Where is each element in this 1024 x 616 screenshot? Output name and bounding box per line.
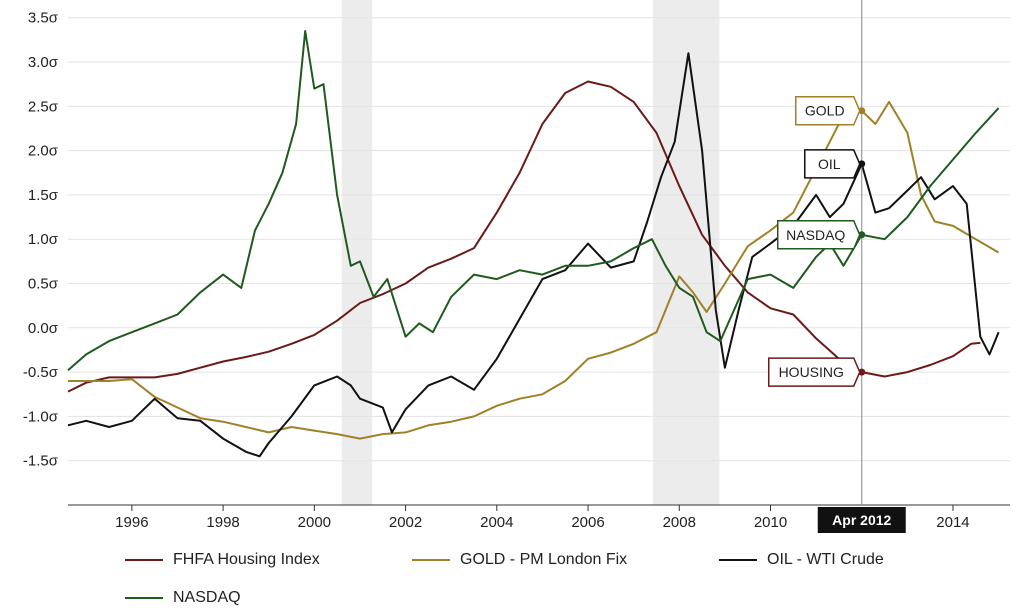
series-lines [67,30,1000,458]
x-tick-label: 1998 [206,514,239,531]
series-line-oil [67,52,1000,458]
callout-housing: HOUSING [767,357,861,387]
legend-label-nasdaq: NASDAQ [173,589,241,606]
legend-swatch-housing [125,559,163,561]
recession-bands [341,0,720,505]
x-tick-label: 2006 [571,514,604,531]
legend-label-gold: GOLD - PM London Fix [460,551,628,568]
callout-label: NASDAQ [786,227,845,243]
callout-box [767,357,861,387]
x-tick-label: 2010 [754,514,787,531]
y-tick-label: -1.0σ [23,408,59,425]
legend-item-housing[interactable]: FHFA Housing Index [125,551,320,569]
callout-box [803,149,861,179]
callout-nasdaq: NASDAQ [776,220,861,250]
callout-label: OIL [818,156,841,172]
legend-label-oil: OIL - WTI Crude [767,551,884,568]
series-line-gold [68,100,1000,440]
y-tick-label: 0.0σ [28,320,59,337]
x-axis-ticks: 1996 1998 2000 2002 2004 2006 2008 2010 2014 [115,505,970,531]
callout-dot-oil [858,160,866,168]
y-tick-label: 1.0σ [28,231,59,248]
x-tick-label: 1996 [115,514,148,531]
y-tick-label: 2.0σ [28,143,59,160]
callout-oil: OIL [803,149,861,179]
legend-label-housing: FHFA Housing Index [173,551,320,568]
callout-dot-gold [858,107,866,115]
legend-swatch-nasdaq [125,597,163,599]
y-tick-label: 2.5σ [28,98,59,115]
callout-label: GOLD [805,103,845,119]
x-tick-label: 2008 [663,514,696,531]
y-tick-label: 3.5σ [28,10,59,27]
legend-swatch-gold [412,559,450,561]
x-tick-label: 2004 [480,514,513,531]
legend-item-gold[interactable]: GOLD - PM London Fix [412,551,627,569]
crosshair-date-badge [817,507,906,533]
crosshair-date-label: Apr 2012 [832,512,891,528]
callout-dot-nasdaq [858,231,866,239]
y-axis-ticks: -1.5σ -1.0σ -0.5σ 0.0σ 0.5σ 1.0σ 1.5σ 2.0σ 2.5σ 3… [23,10,59,470]
x-tick-label: 2002 [389,514,422,531]
line-chart: 1996 1998 2000 2002 2004 2006 2008 2010 2014 -1.… [23,0,1010,533]
x-tick-label: 2000 [298,514,331,531]
legend-item-oil[interactable]: OIL - WTI Crude [719,551,884,569]
y-tick-label: 3.0σ [28,54,59,71]
x-tick-label: 2014 [936,514,969,531]
y-tick-label: -0.5σ [23,364,59,381]
callout-gold: GOLD [794,95,861,126]
callout-box [794,95,861,126]
callout-dot-housing [858,368,866,376]
crosshair: Apr 2012 [817,0,906,533]
legend-swatch-oil [719,559,757,561]
y-tick-label: -1.5σ [23,453,59,470]
y-tick-label: 0.5σ [28,276,59,293]
callout-box [776,220,861,250]
recession-band-2 [652,0,720,505]
y-tick-label: 1.5σ [28,187,59,204]
recession-band-1 [341,0,373,505]
legend-item-nasdaq[interactable]: NASDAQ [125,589,241,607]
callout-label: HOUSING [779,364,844,380]
value-callouts: HOUSING GOLD OIL NASDAQ [767,95,866,387]
series-line-nasdaq [67,30,1000,372]
